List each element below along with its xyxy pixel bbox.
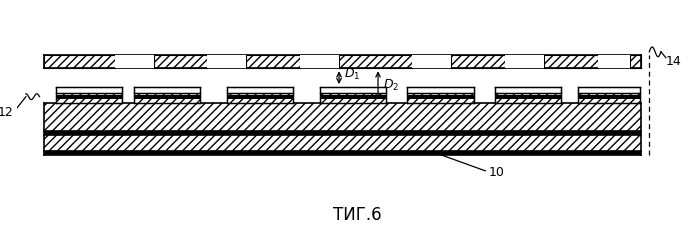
Text: $D_2$: $D_2$ [383,78,399,93]
Bar [45,103,642,131]
Text: 14: 14 [666,55,682,68]
Bar [495,93,561,103]
Bar [408,87,474,93]
Text: ΤИГ.6: ΤИГ.6 [333,206,382,225]
Bar [630,55,642,68]
Bar [339,55,412,68]
Bar [134,93,201,103]
Bar [227,87,293,93]
Bar [45,131,642,135]
Bar [227,93,293,103]
Bar [134,95,201,99]
Bar [495,95,561,99]
Bar [544,55,598,68]
Bar [408,93,474,103]
Bar [412,55,452,68]
Bar [578,93,640,103]
Bar [134,87,201,93]
Bar [45,151,642,155]
Bar [408,95,474,99]
Bar [56,93,122,103]
Bar [154,55,208,68]
Bar [246,55,300,68]
Bar [578,87,640,93]
Bar [578,95,640,99]
Bar [300,55,339,68]
Bar [598,55,630,68]
Bar [45,135,642,151]
Bar [56,95,122,99]
Bar [115,55,154,68]
Bar [452,55,505,68]
Text: $D_1$: $D_1$ [344,67,360,82]
Bar [56,87,122,93]
Text: 10: 10 [489,166,504,179]
Bar [45,55,115,68]
Bar [319,87,386,93]
Bar [495,87,561,93]
Bar [319,95,386,99]
Bar [208,55,246,68]
Bar [319,93,386,103]
Bar [505,55,544,68]
Text: 12: 12 [0,106,13,119]
Bar [227,95,293,99]
